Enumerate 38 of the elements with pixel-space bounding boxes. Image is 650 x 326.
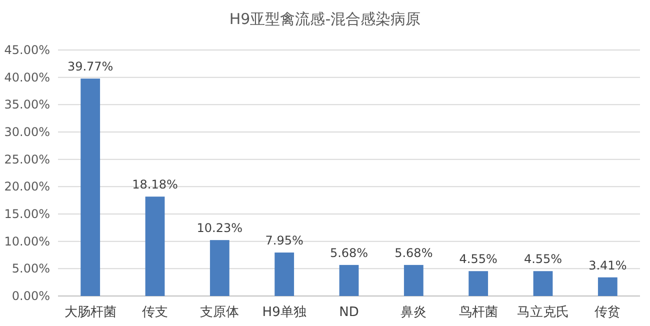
y-tick-label: 10.00% [4,234,50,248]
x-tick-label: 鼻炎 [400,305,427,320]
bar [598,277,618,296]
y-tick-label: 30.00% [4,125,50,139]
data-label: 10.23% [196,221,243,236]
y-tick-label: 0.00% [12,289,50,303]
bar [339,264,359,296]
y-tick-label: 45.00% [4,43,50,57]
bar [80,78,100,296]
x-tick-label: 马立克氏 [517,304,569,320]
bar [145,196,165,296]
data-label: 4.55% [459,252,498,266]
bar [533,271,553,296]
x-tick-label: 传贫 [594,305,621,320]
y-tick-label: 15.00% [4,207,50,221]
bar [274,252,294,296]
x-tick-label: ND [339,305,359,320]
x-tick-label: 大肠杆菌 [64,305,116,320]
y-tick-label: 35.00% [4,98,50,112]
data-label: 5.68% [394,246,433,260]
data-label: 18.18% [132,178,178,192]
chart-title: H9亚型禽流感-混合感染病原 [229,10,421,28]
x-tick-label: 鸟杆菌 [458,305,498,320]
y-tick-label: 20.00% [4,180,50,194]
x-tick-label: 传支 [142,305,168,320]
y-tick-label: 40.00% [4,70,50,84]
data-label: 39.77% [67,60,114,74]
data-label: 5.68% [330,246,368,260]
y-tick-label: 25.00% [4,152,50,166]
x-tick-label: H9单独 [262,305,306,320]
data-label: 4.55% [524,252,562,266]
data-label: 7.95% [265,234,304,248]
bar [468,271,488,296]
y-tick-label: 5.00% [12,262,50,276]
x-tick-label: 支原体 [200,305,240,320]
bar [404,264,424,296]
bar [210,240,230,296]
data-label: 3.41% [588,258,627,272]
